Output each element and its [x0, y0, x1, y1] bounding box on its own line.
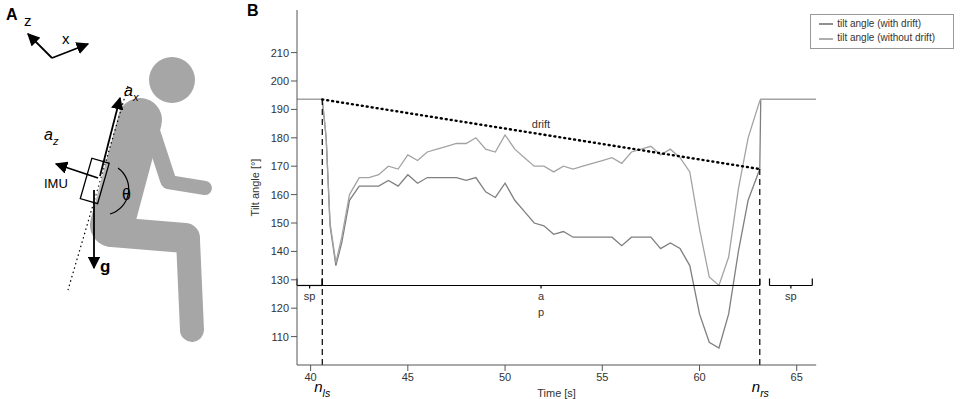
svg-text:120: 120: [271, 302, 289, 314]
svg-text:170: 170: [271, 160, 289, 172]
svg-text:Tilt angle [°]: Tilt angle [°]: [249, 159, 261, 217]
svg-text:nls: nls: [314, 378, 331, 399]
svg-text:55: 55: [596, 371, 608, 383]
svg-text:40: 40: [304, 371, 316, 383]
svg-text:160: 160: [271, 189, 289, 201]
svg-text:sp: sp: [304, 290, 316, 302]
svg-text:az: az: [44, 126, 59, 147]
svg-text:g: g: [100, 257, 110, 276]
svg-text:200: 200: [271, 75, 289, 87]
html-text:B: B: [247, 2, 259, 19]
svg-text:IMU: IMU: [44, 176, 68, 191]
svg-text:130: 130: [271, 274, 289, 286]
svg-text:θ: θ: [122, 186, 131, 203]
svg-text:nrs: nrs: [752, 378, 770, 399]
svg-text:drift: drift: [532, 118, 550, 130]
svg-text:190: 190: [271, 103, 289, 115]
svg-text:sp: sp: [785, 290, 797, 302]
svg-text:210: 210: [271, 47, 289, 59]
svg-text:180: 180: [271, 132, 289, 144]
svg-text:150: 150: [271, 217, 289, 229]
svg-text:65: 65: [791, 371, 803, 383]
svg-text:A: A: [6, 6, 18, 23]
svg-text:z: z: [24, 12, 32, 29]
svg-text:45: 45: [402, 371, 414, 383]
svg-text:Time [s]: Time [s]: [537, 387, 576, 399]
html-text:tilt angle (with drift): tilt angle (with drift): [837, 18, 922, 29]
svg-text:x: x: [62, 30, 70, 47]
svg-text:ap: ap: [538, 290, 545, 318]
svg-text:140: 140: [271, 245, 289, 257]
svg-text:ax: ax: [124, 82, 139, 103]
svg-text:60: 60: [693, 371, 705, 383]
svg-text:50: 50: [499, 371, 511, 383]
html-text:tilt angle (without drift): tilt angle (without drift): [837, 32, 935, 44]
svg-text:110: 110: [271, 331, 289, 343]
